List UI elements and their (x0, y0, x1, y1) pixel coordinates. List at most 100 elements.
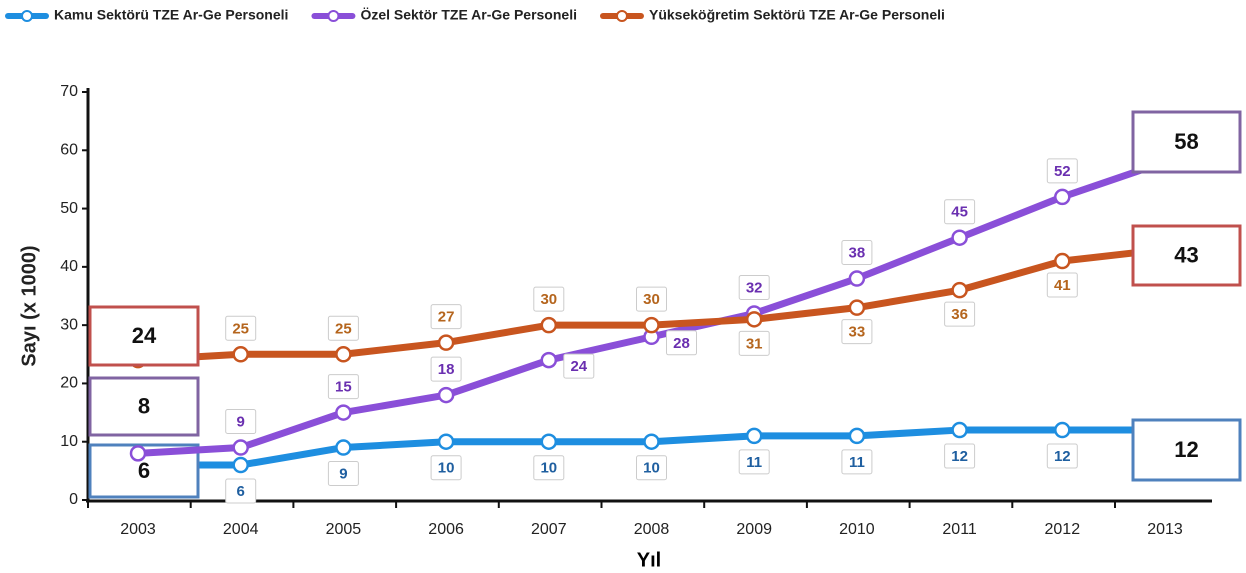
data-label: 45 (951, 204, 968, 221)
x-tick-label: 2007 (531, 521, 567, 538)
y-axis-label: Sayı (x 1000) (18, 245, 40, 366)
point (643, 433, 660, 450)
data-label: 27 (438, 309, 455, 326)
data-label: 9 (339, 466, 347, 483)
x-tick-label: 2011 (942, 521, 977, 538)
x-tick-label: 2003 (120, 521, 156, 538)
label-box (738, 449, 770, 475)
data-label: 6 (237, 483, 245, 500)
point (540, 433, 558, 450)
point (951, 229, 968, 246)
callout-box (88, 305, 200, 367)
callout-box (1131, 418, 1242, 482)
y-tick-label: 30 (60, 316, 78, 333)
label-box (841, 240, 873, 266)
point (745, 311, 763, 328)
legend-label: Yükseköğretim Sektörü TZE Ar-Ge Personel… (649, 7, 945, 23)
x-tick-label: 2008 (634, 521, 670, 538)
data-label: 25 (232, 320, 249, 337)
callout-label: 43 (1174, 242, 1198, 267)
data-label: 41 (1054, 277, 1071, 294)
data-label: 11 (746, 454, 762, 471)
y-tick-label: 50 (60, 200, 78, 217)
point (437, 433, 455, 450)
label-box (533, 286, 565, 312)
point (437, 386, 455, 404)
label-box (430, 304, 462, 330)
label-box (666, 330, 697, 356)
data-label: 30 (643, 291, 660, 308)
callout-label: 6 (138, 458, 150, 483)
x-tick-label: 2010 (839, 521, 875, 538)
point (335, 439, 352, 456)
callout-label: 24 (132, 323, 157, 348)
legend-marker (327, 10, 340, 22)
y-tick-label: 60 (60, 142, 78, 159)
x-axis-label: Yıl (637, 549, 661, 571)
point (232, 346, 249, 363)
y-tick-label: 0 (69, 491, 78, 508)
point (1054, 421, 1071, 439)
label-box (430, 455, 462, 481)
x-tick-label: 2005 (326, 521, 362, 538)
data-label: 12 (951, 448, 968, 465)
label-box (533, 455, 565, 481)
callout-box (88, 376, 200, 437)
point (848, 299, 866, 316)
point (643, 316, 660, 334)
label-box (738, 274, 770, 300)
point (232, 439, 249, 456)
data-label: 25 (335, 320, 352, 337)
callout-label: 8 (138, 393, 150, 418)
callout-label: 58 (1174, 129, 1198, 154)
data-label: 36 (951, 306, 968, 323)
data-label: 31 (746, 335, 763, 352)
label-box (738, 330, 770, 356)
y-tick-label: 20 (60, 375, 78, 392)
label-box (1046, 443, 1078, 469)
legend-marker (615, 10, 628, 22)
point (951, 421, 968, 439)
x-tick-label: 2013 (1147, 521, 1183, 538)
label-box (841, 449, 873, 475)
data-label: 32 (746, 279, 763, 296)
point (745, 427, 763, 445)
data-label: 10 (438, 460, 455, 477)
x-tick-label: 2004 (223, 521, 259, 538)
point (335, 404, 352, 421)
label-box (1046, 272, 1078, 298)
data-label: 24 (570, 358, 587, 375)
data-label: 38 (849, 244, 866, 261)
label-box (841, 319, 873, 345)
point (335, 346, 352, 363)
point (1054, 188, 1071, 206)
y-tick-label: 70 (60, 83, 78, 100)
label-box (636, 286, 667, 312)
label-box (225, 315, 257, 341)
point (848, 427, 866, 445)
point (437, 334, 455, 351)
x-tick-label: 2006 (428, 521, 464, 538)
data-label: 9 (237, 414, 245, 431)
data-label: 28 (673, 335, 690, 352)
x-tick-label: 2009 (736, 521, 772, 538)
callout-box (1131, 110, 1242, 174)
point (232, 456, 249, 474)
data-label: 10 (643, 460, 660, 477)
x-tick-label: 2012 (1045, 521, 1081, 538)
data-label: 18 (438, 361, 455, 378)
label-box (636, 455, 667, 481)
data-label: 33 (849, 324, 866, 341)
legend-label: Kamu Sektörü TZE Ar-Ge Personeli (54, 7, 288, 23)
label-box (1046, 158, 1078, 184)
label-box (225, 409, 257, 435)
label-box (944, 301, 976, 327)
y-tick-label: 10 (60, 433, 78, 450)
label-box (327, 461, 359, 487)
data-label: 15 (335, 379, 352, 396)
callout-label: 12 (1174, 437, 1198, 462)
y-tick-label: 40 (60, 258, 78, 275)
label-box (563, 353, 595, 379)
point (129, 445, 147, 462)
point (1054, 252, 1071, 270)
